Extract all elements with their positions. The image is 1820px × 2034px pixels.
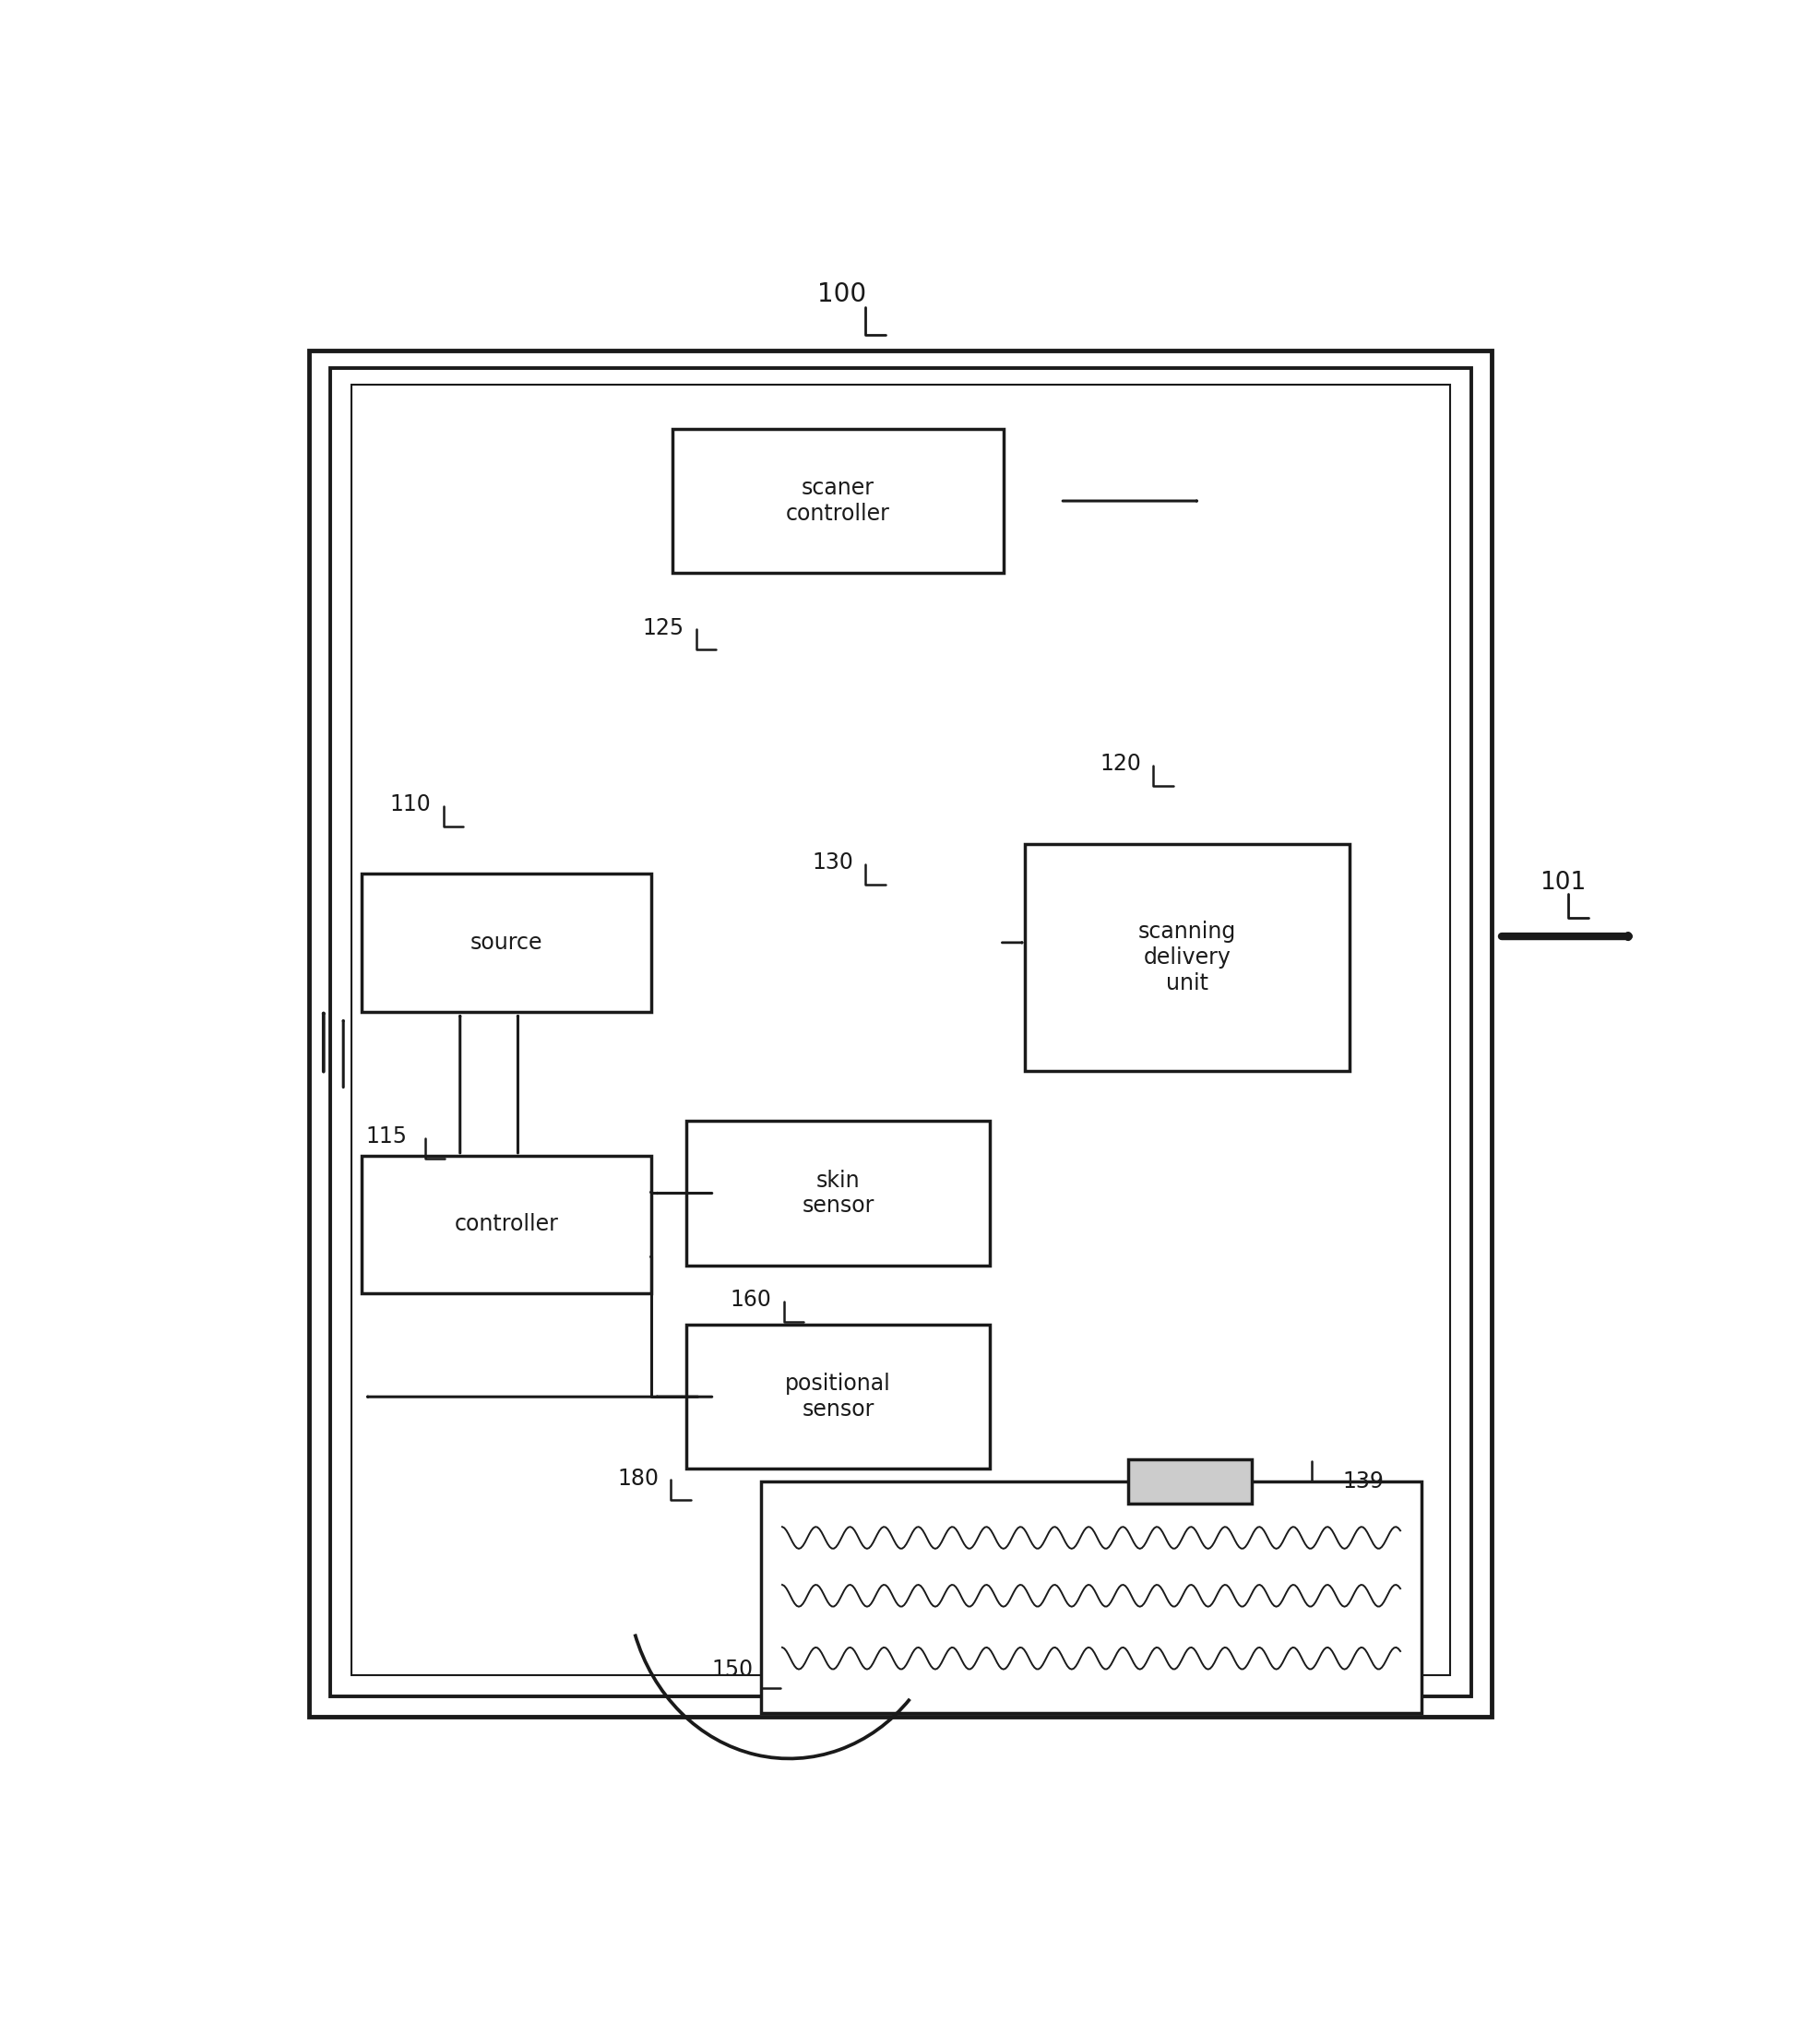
Text: skin
sensor: skin sensor [801, 1170, 874, 1216]
Text: controller: controller [453, 1214, 559, 1235]
Text: positional
sensor: positional sensor [784, 1373, 890, 1420]
Text: 100: 100 [817, 281, 866, 307]
Text: 150: 150 [712, 1658, 753, 1680]
Text: 101: 101 [1540, 871, 1585, 895]
Text: 120: 120 [1099, 753, 1141, 775]
Bar [362, 1155, 652, 1294]
Text: scaner
controller: scaner controller [786, 478, 890, 525]
Bar [672, 429, 1003, 574]
Text: 130: 130 [812, 852, 854, 875]
Bar [686, 1324, 990, 1469]
Bar [309, 350, 1491, 1717]
Text: 139: 139 [1341, 1471, 1383, 1493]
Bar [761, 1481, 1421, 1713]
Bar [362, 875, 652, 1011]
Text: 180: 180 [617, 1467, 659, 1489]
Bar [1127, 1460, 1252, 1503]
Text: 110: 110 [389, 793, 431, 816]
Text: scanning
delivery
unit: scanning delivery unit [1138, 921, 1236, 995]
Bar [351, 384, 1449, 1676]
Text: 125: 125 [642, 616, 684, 639]
Bar [331, 368, 1471, 1696]
Text: 115: 115 [366, 1125, 408, 1147]
Bar [686, 1121, 990, 1265]
Text: 160: 160 [730, 1290, 772, 1310]
Bar [1025, 844, 1349, 1072]
Text: source: source [470, 932, 542, 954]
